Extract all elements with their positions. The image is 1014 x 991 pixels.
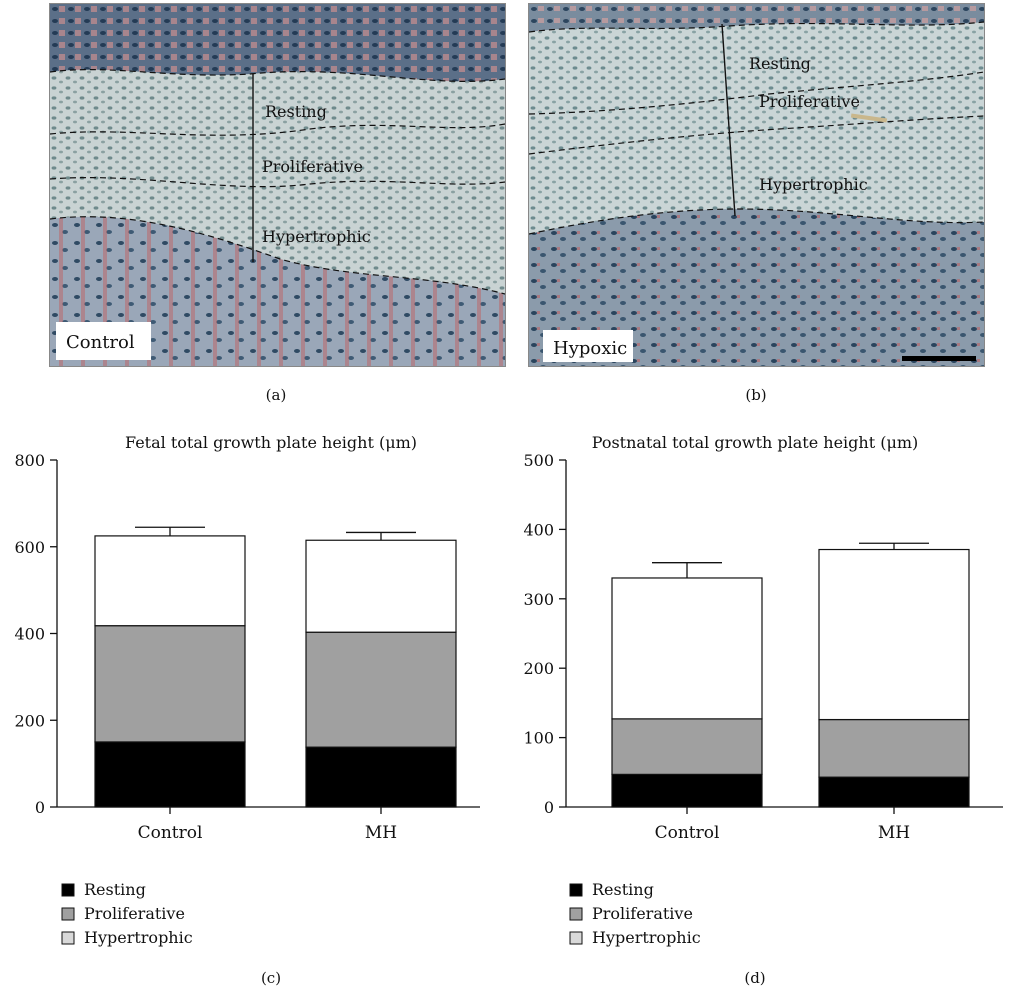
panel-label: (c) xyxy=(261,969,281,987)
bar-segment-hypertrophic xyxy=(305,539,457,633)
panel-label: (d) xyxy=(744,969,765,987)
micrograph-control: Resting Proliferative Hypertrophic Contr… xyxy=(49,3,506,367)
y-tick-label: 100 xyxy=(523,729,554,748)
micrograph-hypoxic: Resting Proliferative Hypertrophic Hypox… xyxy=(528,3,985,367)
bar-segment-hypertrophic xyxy=(94,535,246,627)
legend-label-hypertrophic: Hypertrophic xyxy=(84,928,193,947)
x-tick-label: Control xyxy=(138,823,203,843)
legend-label-resting: Resting xyxy=(592,880,654,899)
bar-segment-proliferative xyxy=(305,631,457,748)
y-tick-label: 600 xyxy=(14,538,45,557)
x-tick-label: MH xyxy=(365,823,397,843)
micrograph-control-image: Resting Proliferative Hypertrophic Contr… xyxy=(50,4,505,366)
legend-label-hypertrophic: Hypertrophic xyxy=(592,928,701,947)
chart-postnatal-growth-plate: Postnatal total growth plate height (μm)… xyxy=(523,433,1003,987)
legend-label-proliferative: Proliferative xyxy=(592,904,693,923)
badge-box-control xyxy=(56,322,151,360)
zone-label-resting-b: Resting xyxy=(749,54,811,73)
y-tick-label: 200 xyxy=(523,659,554,678)
bar-segment-proliferative xyxy=(611,718,763,775)
panel-label-a: (a) xyxy=(265,386,287,404)
legend-swatch-resting xyxy=(569,883,583,897)
badge-box-hypoxic xyxy=(543,330,633,362)
y-tick-label: 500 xyxy=(523,451,554,470)
y-tick-label: 400 xyxy=(523,520,554,539)
bar-segment-resting xyxy=(94,741,246,808)
legend-swatch-hypertrophic xyxy=(569,931,583,945)
zone-label-proliferative-b: Proliferative xyxy=(759,92,860,111)
y-tick-label: 400 xyxy=(14,625,45,644)
bar-segment-hypertrophic xyxy=(818,548,970,721)
chart-title: Fetal total growth plate height (μm) xyxy=(125,433,417,452)
badge-control: Control xyxy=(66,332,135,353)
y-tick-label: 800 xyxy=(14,451,45,470)
legend-swatch-proliferative xyxy=(569,907,583,921)
x-tick-label: MH xyxy=(878,823,910,843)
chart-title: Postnatal total growth plate height (μm) xyxy=(592,433,919,452)
bar-segment-resting xyxy=(305,746,457,808)
bar-segment-resting xyxy=(611,773,763,808)
zone-label-hypertrophic-a: Hypertrophic xyxy=(262,227,371,246)
legend-swatch-proliferative xyxy=(61,907,75,921)
x-tick-label: Control xyxy=(655,823,720,843)
y-tick-label: 0 xyxy=(544,798,554,817)
micrograph-hypoxic-image: Resting Proliferative Hypertrophic Hypox… xyxy=(529,4,984,366)
badge-hypoxic: Hypoxic xyxy=(553,338,627,359)
bar-segment-hypertrophic xyxy=(611,577,763,720)
scale-bar xyxy=(902,356,976,361)
bar-segment-proliferative xyxy=(94,625,246,743)
legend-swatch-hypertrophic xyxy=(61,931,75,945)
legend-swatch-resting xyxy=(61,883,75,897)
y-tick-label: 0 xyxy=(35,798,45,817)
legend-label-resting: Resting xyxy=(84,880,146,899)
zone-label-hypertrophic-b: Hypertrophic xyxy=(759,175,868,194)
panel-label-b: (b) xyxy=(745,386,767,404)
y-tick-label: 300 xyxy=(523,590,554,609)
chart-fetal-growth-plate: Fetal total growth plate height (μm) 0 200… xyxy=(14,433,480,987)
zone-label-proliferative-a: Proliferative xyxy=(262,157,363,176)
zone-label-resting-a: Resting xyxy=(265,102,327,121)
y-tick-label: 200 xyxy=(14,711,45,730)
legend-label-proliferative: Proliferative xyxy=(84,904,185,923)
bar-segment-proliferative xyxy=(818,718,970,778)
bar-segment-resting xyxy=(818,776,970,808)
